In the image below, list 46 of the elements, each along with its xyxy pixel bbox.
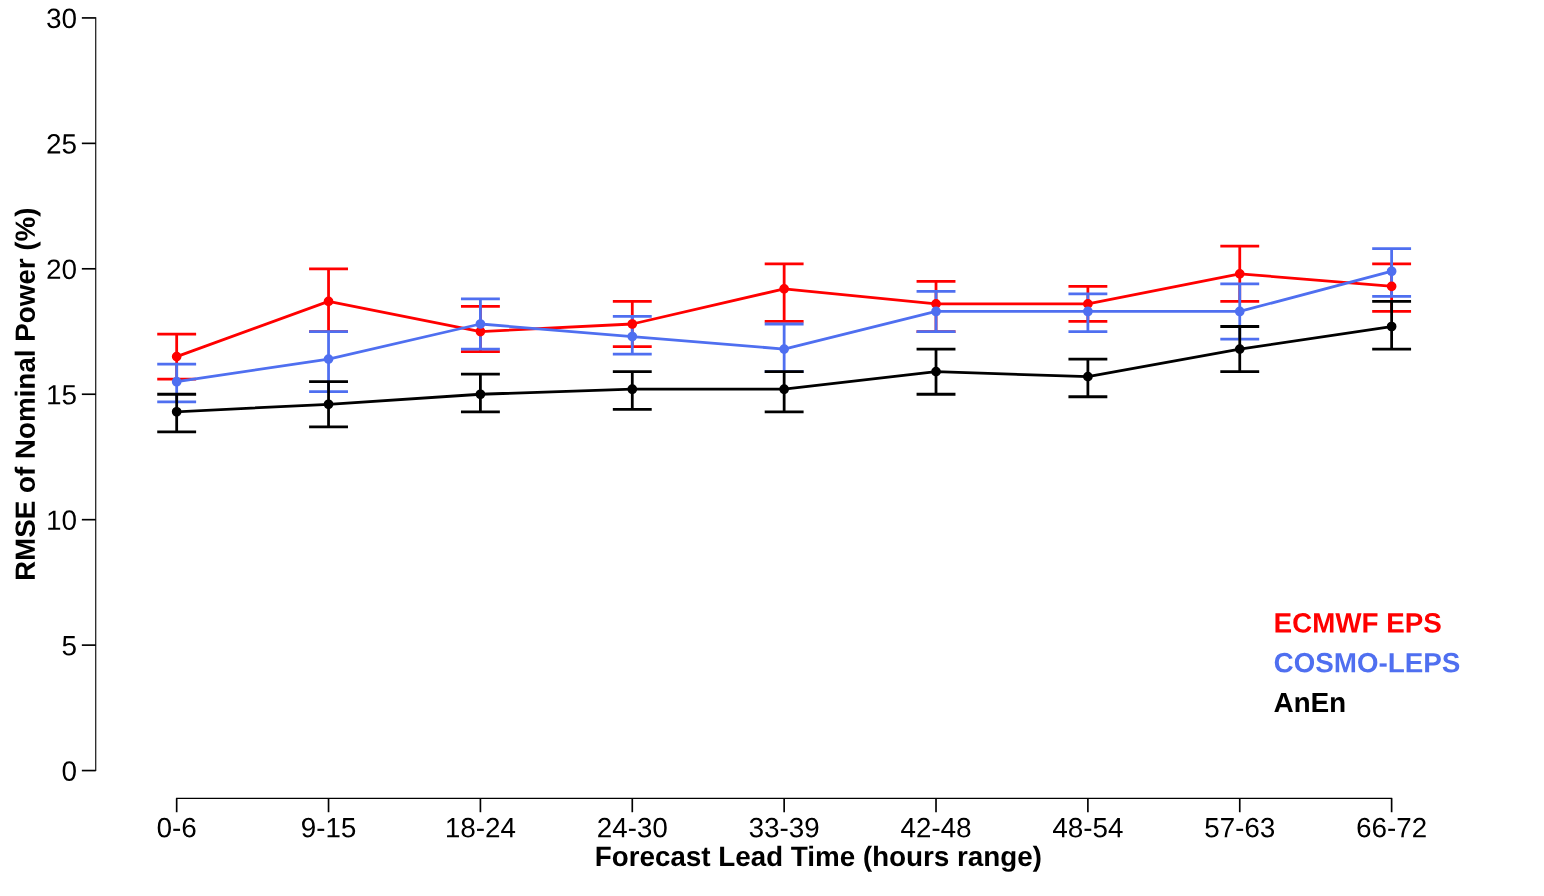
- x-tick-label: 57-63: [1205, 817, 1275, 838]
- point: [171, 376, 182, 387]
- point: [627, 331, 638, 342]
- point: [1386, 281, 1397, 292]
- point: [627, 384, 638, 395]
- point: [931, 306, 941, 317]
- point: [1234, 268, 1245, 279]
- y-tick-label: 25: [47, 134, 76, 154]
- x-axis-title: Forecast Lead Time (hours range): [596, 845, 1041, 872]
- point: [171, 406, 182, 417]
- text: AnEn: [1274, 692, 1345, 713]
- y-tick-label: 30: [47, 8, 76, 29]
- point: [323, 399, 334, 410]
- point: [323, 296, 334, 307]
- text: ECMWF EPS: [1275, 613, 1441, 633]
- point: [627, 319, 638, 329]
- x-tick-label: 48-54: [1053, 817, 1123, 838]
- text: COSMO-LEPS: [1274, 652, 1460, 673]
- x-tick-label: 18-24: [447, 817, 516, 838]
- point: [475, 389, 486, 400]
- y-tick-label: 15: [48, 385, 76, 405]
- point: [171, 351, 182, 362]
- point: [931, 366, 941, 377]
- x-tick-label: 24-30: [598, 817, 667, 838]
- point: [779, 384, 790, 395]
- x-tick-label: 66-72: [1357, 817, 1426, 838]
- x-tick-label: 33-39: [749, 817, 819, 838]
- point: [1234, 344, 1245, 354]
- point: [779, 344, 790, 354]
- point: [1386, 266, 1397, 277]
- x-tick-label: 9-15: [302, 817, 356, 838]
- point: [475, 319, 486, 329]
- point: [1386, 321, 1397, 332]
- y-tick-label: 10: [48, 510, 76, 531]
- point: [1083, 306, 1093, 317]
- point: [1234, 306, 1245, 317]
- point: [779, 284, 790, 294]
- x-tick-label: 42-48: [901, 817, 971, 838]
- y-axis-title: RMSE of Nominal Power (%): [14, 208, 41, 580]
- point: [931, 299, 941, 309]
- y-tick-label: 5: [62, 636, 76, 656]
- point: [1083, 371, 1093, 382]
- point: [323, 354, 334, 364]
- x-tick-label: 0-6: [157, 817, 196, 838]
- y-tick-label: 20: [47, 259, 76, 280]
- y-tick-label: 0: [62, 761, 76, 781]
